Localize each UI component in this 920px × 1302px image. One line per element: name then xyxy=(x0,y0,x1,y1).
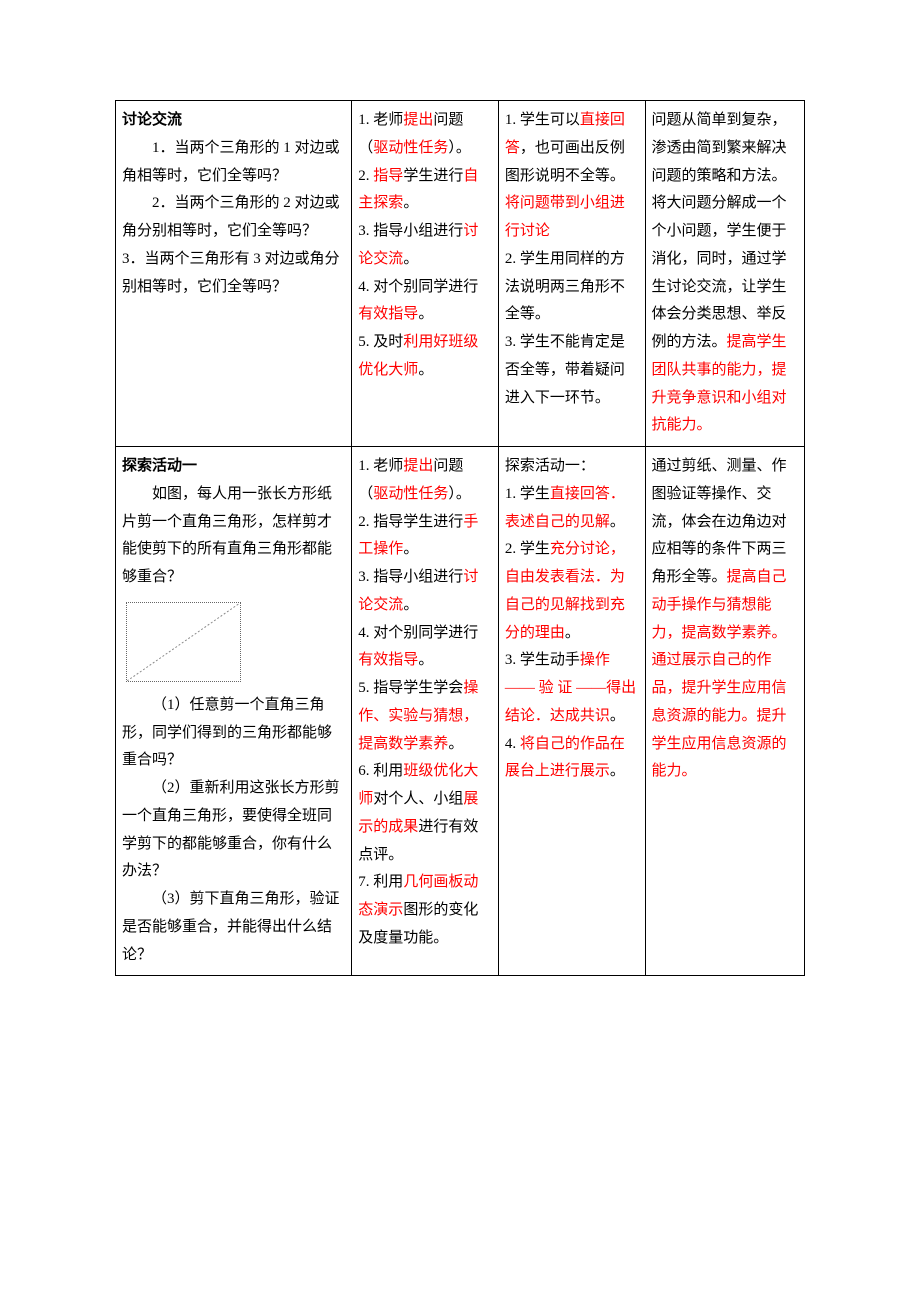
list-item: 4. 对个别同学进行有效指导。 xyxy=(358,274,492,330)
question-text: 2．当两个三角形的 2 对边或角分别相等时，它们全等吗？ xyxy=(122,190,345,246)
diagonal-line-icon xyxy=(127,603,240,681)
section-title: 讨论交流 xyxy=(122,107,345,135)
table-row: 探索活动一 如图，每人用一张长方形纸片剪一个直角三角形，怎样剪才能使剪下的所有直… xyxy=(116,447,805,976)
table-row: 讨论交流 1．当两个三角形的 1 对边或角相等时，它们全等吗？ 2．当两个三角形… xyxy=(116,101,805,447)
cell-student-actions: 1. 学生可以直接回答，也可画出反例图形说明不全等。将问题带到小组进行讨论 2.… xyxy=(498,101,645,447)
list-item: 7. 利用几何画板动态演示图形的变化及度量功能。 xyxy=(358,869,492,952)
list-item: 3. 学生不能肯定是否全等，带着疑问进入下一环节。 xyxy=(505,329,639,412)
list-item: 1. 老师提出问题（驱动性任务）。 xyxy=(358,453,492,509)
cell-student-actions: 探索活动一： 1. 学生直接回答．表述自己的见解。 2. 学生充分讨论，自由发表… xyxy=(498,447,645,976)
intro-text: 如图，每人用一张长方形纸片剪一个直角三角形，怎样剪才能使剪下的所有直角三角形都能… xyxy=(122,481,345,592)
paragraph-text: 通过剪纸、测量、作图验证等操作、交流，体会在边角边对应相等的条件下两三角形全等。 xyxy=(652,458,787,585)
question-text: 1．当两个三角形的 1 对边或角相等时，它们全等吗？ xyxy=(122,135,345,191)
lesson-table: 讨论交流 1．当两个三角形的 1 对边或角相等时，它们全等吗？ 2．当两个三角形… xyxy=(115,100,805,976)
paragraph-text: 通过展示自己的作品，提升学生应用信息资源的能力。提升学生应用信息资源的能力。 xyxy=(652,652,787,779)
list-item: 3. 指导小组进行讨论交流。 xyxy=(358,564,492,620)
list-item: 4. 将自己的作品在展台上进行展示。 xyxy=(505,731,639,787)
list-item: 3. 学生动手操作—— 验 证 ——得出结论．达成共识。 xyxy=(505,647,639,730)
list-item: 3. 指导小组进行讨论交流。 xyxy=(358,218,492,274)
cell-teacher-actions: 1. 老师提出问题（驱动性任务）。 2. 指导学生进行自主探索。 3. 指导小组… xyxy=(352,101,499,447)
cell-activity: 探索活动一 如图，每人用一张长方形纸片剪一个直角三角形，怎样剪才能使剪下的所有直… xyxy=(116,447,352,976)
question-text: （1）任意剪一个直角三角形，同学们得到的三角形都能够重合吗？ xyxy=(122,692,345,775)
cell-intent: 问题从简单到复杂，渗透由简到繁来解决问题的策略和方法。将大问题分解成一个个小问题… xyxy=(645,101,804,447)
list-item: 2. 学生用同样的方法说明两三角形不全等。 xyxy=(505,246,639,329)
list-item: 1. 学生可以直接回答，也可画出反例图形说明不全等。将问题带到小组进行讨论 xyxy=(505,107,639,246)
document-page: 讨论交流 1．当两个三角形的 1 对边或角相等时，它们全等吗？ 2．当两个三角形… xyxy=(0,0,920,1036)
rectangle-figure xyxy=(126,602,241,682)
list-item: 4. 对个别同学进行有效指导。 xyxy=(358,620,492,676)
list-item: 5. 及时利用好班级优化大师。 xyxy=(358,329,492,385)
paragraph-text: 问题从简单到复杂，渗透由简到繁来解决问题的策略和方法。将大问题分解成一个个小问题… xyxy=(652,112,787,350)
question-text: （3）剪下直角三角形，验证是否能够重合，并能得出什么结论？ xyxy=(122,886,345,969)
list-item: 6. 利用班级优化大师对个人、小组展示的成果进行有效点评。 xyxy=(358,758,492,869)
list-item: 2. 学生充分讨论，自由发表看法．为自己的见解找到充分的理由。 xyxy=(505,536,639,647)
list-item: 1. 学生直接回答．表述自己的见解。 xyxy=(505,481,639,537)
list-item: 2. 指导学生进行自主探索。 xyxy=(358,163,492,219)
section-title: 探索活动一 xyxy=(122,453,345,481)
list-item: 5. 指导学生学会操作、实验与猜想，提高数学素养。 xyxy=(358,675,492,758)
cell-teacher-actions: 1. 老师提出问题（驱动性任务）。 2. 指导学生进行手工操作。 3. 指导小组… xyxy=(352,447,499,976)
list-item: 2. 指导学生进行手工操作。 xyxy=(358,509,492,565)
cell-intent: 通过剪纸、测量、作图验证等操作、交流，体会在边角边对应相等的条件下两三角形全等。… xyxy=(645,447,804,976)
list-item: 1. 老师提出问题（驱动性任务）。 xyxy=(358,107,492,163)
question-text: 3．当两个三角形有 3 对边或角分别相等时，它们全等吗？ xyxy=(122,246,345,302)
cell-discussion: 讨论交流 1．当两个三角形的 1 对边或角相等时，它们全等吗？ 2．当两个三角形… xyxy=(116,101,352,447)
question-text: （2）重新利用这张长方形剪一个直角三角形，要使得全班同学剪下的都能够重合，你有什… xyxy=(122,775,345,886)
list-header: 探索活动一： xyxy=(505,453,639,481)
